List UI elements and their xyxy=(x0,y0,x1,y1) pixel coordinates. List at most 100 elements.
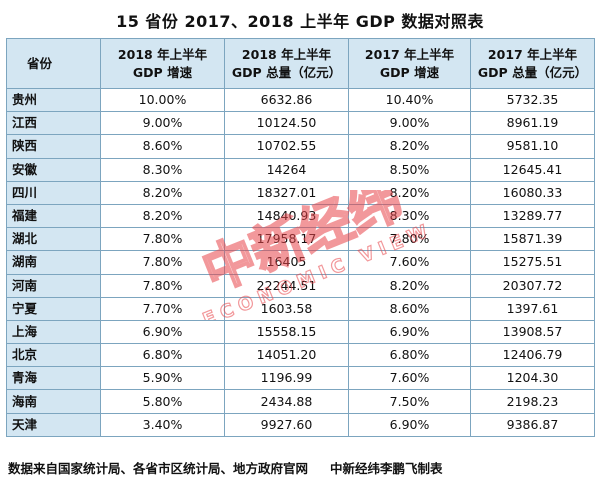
growth-2017-cell: 8.60% xyxy=(348,296,471,321)
growth-2017-cell: 6.90% xyxy=(348,319,471,345)
growth-2017-cell: 8.20% xyxy=(348,134,471,159)
growth-2018-cell: 6.90% xyxy=(100,319,225,345)
total-2018-cell: 17958.17 xyxy=(224,227,349,252)
total-2017-cell: 2198.23 xyxy=(470,389,595,414)
province-cell: 湖南 xyxy=(6,250,101,275)
source-text: 数据来自国家统计局、各省市区统计局、地方政府官网 xyxy=(8,461,309,476)
header-line: 省份 xyxy=(27,55,53,71)
table-row: 青海 5.90% 1196.99 7.60% 1204.30 xyxy=(6,366,595,391)
table-row: 贵州 10.00% 6632.86 10.40% 5732.35 xyxy=(6,87,595,113)
growth-2018-cell: 8.20% xyxy=(100,203,225,229)
table-row: 上海 6.90% 15558.15 6.90% 13908.57 xyxy=(6,319,595,345)
table-row: 河南 7.80% 22244.51 8.20% 20307.72 xyxy=(6,273,595,298)
total-2017-cell: 15871.39 xyxy=(470,227,595,252)
table-header: 省份 2018 年上半年 GDP 增速 2018 年上半年 GDP 总量（亿元） 2017… xyxy=(6,38,595,89)
province-cell: 青海 xyxy=(6,366,101,391)
table-row: 海南 5.80% 2434.88 7.50% 2198.23 xyxy=(6,389,595,414)
table-row: 四川 8.20% 18327.01 8.20% 16080.33 xyxy=(6,180,595,205)
growth-2018-cell: 6.80% xyxy=(100,343,225,368)
total-2017-cell: 9386.87 xyxy=(470,412,595,437)
total-2018-cell: 9927.60 xyxy=(224,412,349,437)
table-body: 贵州 10.00% 6632.86 10.40% 5732.35 江西 9.00% 10124… xyxy=(6,87,595,437)
growth-2017-cell: 7.80% xyxy=(348,227,471,252)
total-2017-cell: 12645.41 xyxy=(470,157,595,182)
total-2018-cell: 10124.50 xyxy=(224,111,349,136)
growth-2017-cell: 7.60% xyxy=(348,250,471,275)
header-line: GDP 增速 xyxy=(379,64,440,80)
growth-2018-cell: 8.60% xyxy=(100,134,225,159)
growth-2017-cell: 10.40% xyxy=(348,87,471,113)
growth-2018-cell: 7.80% xyxy=(100,273,225,298)
source-note: 数据来自国家统计局、各省市区统计局、地方政府官网 中新经纬李鹏飞制表 xyxy=(8,458,592,477)
header-line: GDP 增速 xyxy=(132,64,193,80)
total-2018-cell: 2434.88 xyxy=(224,389,349,414)
growth-2018-cell: 7.80% xyxy=(100,250,225,275)
growth-2017-cell: 7.60% xyxy=(348,366,471,391)
total-2017-cell: 1397.61 xyxy=(470,296,595,321)
growth-2017-cell: 6.80% xyxy=(348,343,471,368)
table-row: 天津 3.40% 9927.60 6.90% 9386.87 xyxy=(6,412,595,437)
total-2018-cell: 22244.51 xyxy=(224,273,349,298)
growth-2018-cell: 8.20% xyxy=(100,180,225,205)
province-cell: 福建 xyxy=(6,203,101,229)
growth-2017-cell: 7.50% xyxy=(348,389,471,414)
province-cell: 安徽 xyxy=(6,157,101,182)
growth-2017-cell: 8.20% xyxy=(348,180,471,205)
total-2018-cell: 16405 xyxy=(224,250,349,275)
table-row: 北京 6.80% 14051.20 6.80% 12406.79 xyxy=(6,343,595,368)
total-2018-cell: 14051.20 xyxy=(224,343,349,368)
growth-2018-cell: 5.90% xyxy=(100,366,225,391)
province-cell: 湖北 xyxy=(6,227,101,252)
growth-2017-cell: 6.90% xyxy=(348,412,471,437)
header-2018-total: 2018 年上半年 GDP 总量（亿元） xyxy=(224,38,349,89)
total-2017-cell: 16080.33 xyxy=(470,180,595,205)
total-2017-cell: 5732.35 xyxy=(470,87,595,113)
page-title: 15 省份 2017、2018 上半年 GDP 数据对照表 xyxy=(116,12,484,31)
table-row: 安徽 8.30% 14264 8.50% 12645.41 xyxy=(6,157,595,182)
growth-2018-cell: 7.80% xyxy=(100,227,225,252)
header-province: 省份 xyxy=(6,38,101,89)
growth-2018-cell: 8.30% xyxy=(100,157,225,182)
table-row: 湖南 7.80% 16405 7.60% 15275.51 xyxy=(6,250,595,275)
growth-2018-cell: 7.70% xyxy=(100,296,225,321)
province-cell: 陕西 xyxy=(6,134,101,159)
table-row: 宁夏 7.70% 1603.58 8.60% 1397.61 xyxy=(6,296,595,321)
growth-2018-cell: 5.80% xyxy=(100,389,225,414)
header-2017-growth: 2017 年上半年 GDP 增速 xyxy=(348,38,471,89)
table-row: 江西 9.00% 10124.50 9.00% 8961.19 xyxy=(6,111,595,136)
table-row: 陕西 8.60% 10702.55 8.20% 9581.10 xyxy=(6,134,595,159)
total-2018-cell: 1196.99 xyxy=(224,366,349,391)
province-cell: 海南 xyxy=(6,389,101,414)
header-line: 2017 年上半年 xyxy=(364,46,455,62)
header-line: GDP 总量（亿元） xyxy=(231,64,342,80)
total-2017-cell: 15275.51 xyxy=(470,250,595,275)
province-cell: 上海 xyxy=(6,319,101,345)
total-2017-cell: 9581.10 xyxy=(470,134,595,159)
total-2018-cell: 10702.55 xyxy=(224,134,349,159)
total-2017-cell: 13908.57 xyxy=(470,319,595,345)
credit-text: 中新经纬李鹏飞制表 xyxy=(330,461,443,476)
total-2017-cell: 20307.72 xyxy=(470,273,595,298)
province-cell: 贵州 xyxy=(6,87,101,113)
province-cell: 河南 xyxy=(6,273,101,298)
total-2018-cell: 14264 xyxy=(224,157,349,182)
total-2018-cell: 1603.58 xyxy=(224,296,349,321)
growth-2018-cell: 10.00% xyxy=(100,87,225,113)
header-row: 省份 2018 年上半年 GDP 增速 2018 年上半年 GDP 总量（亿元） 2017… xyxy=(6,38,595,89)
growth-2017-cell: 8.30% xyxy=(348,203,471,229)
header-line: 2017 年上半年 xyxy=(487,46,578,62)
header-2017-total: 2017 年上半年 GDP 总量（亿元） xyxy=(470,38,595,89)
header-line: 2018 年上半年 xyxy=(241,46,332,62)
total-2017-cell: 12406.79 xyxy=(470,343,595,368)
province-cell: 江西 xyxy=(6,111,101,136)
gdp-table: 省份 2018 年上半年 GDP 增速 2018 年上半年 GDP 总量（亿元） 2017… xyxy=(6,38,595,437)
growth-2017-cell: 8.50% xyxy=(348,157,471,182)
header-line: GDP 总量（亿元） xyxy=(477,64,588,80)
growth-2017-cell: 8.20% xyxy=(348,273,471,298)
total-2017-cell: 1204.30 xyxy=(470,366,595,391)
total-2018-cell: 18327.01 xyxy=(224,180,349,205)
table-row: 福建 8.20% 14840.93 8.30% 13289.77 xyxy=(6,203,595,229)
growth-2017-cell: 9.00% xyxy=(348,111,471,136)
province-cell: 宁夏 xyxy=(6,296,101,321)
